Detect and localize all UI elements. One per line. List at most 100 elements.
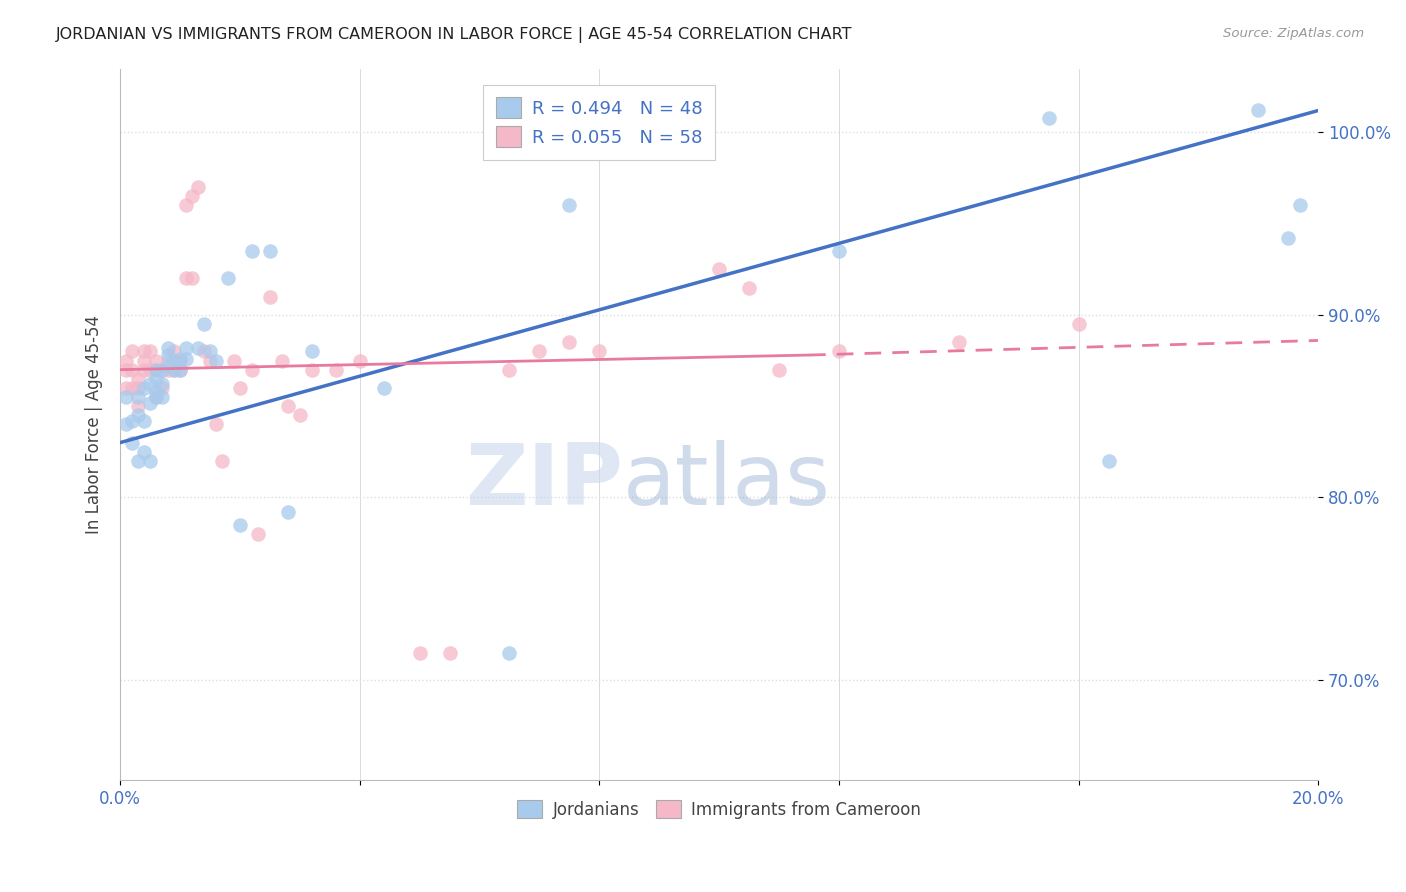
Point — [198, 344, 221, 359]
Point — [150, 362, 173, 376]
Point — [145, 372, 167, 386]
Point — [439, 646, 461, 660]
Point — [145, 384, 167, 399]
Point — [132, 414, 155, 428]
Point — [127, 454, 149, 468]
Point — [156, 348, 179, 362]
Point — [115, 390, 138, 404]
Point — [115, 362, 138, 376]
Point — [529, 344, 551, 359]
Point — [150, 362, 173, 376]
Point — [301, 362, 323, 376]
Point — [1289, 198, 1312, 212]
Text: ZIP: ZIP — [465, 440, 623, 523]
Point — [259, 290, 281, 304]
Point — [169, 362, 191, 376]
Point — [156, 359, 179, 373]
Point — [127, 399, 149, 413]
Point — [277, 505, 299, 519]
Point — [169, 353, 191, 368]
Point — [498, 362, 520, 376]
Point — [738, 280, 761, 294]
Point — [115, 381, 138, 395]
Text: atlas: atlas — [623, 440, 831, 523]
Point — [174, 341, 197, 355]
Legend: Jordanians, Immigrants from Cameroon: Jordanians, Immigrants from Cameroon — [510, 793, 928, 825]
Point — [132, 344, 155, 359]
Point — [121, 362, 143, 376]
Point — [174, 351, 197, 366]
Point — [127, 390, 149, 404]
Point — [132, 362, 155, 376]
Point — [246, 527, 269, 541]
Point — [139, 377, 162, 392]
Point — [163, 353, 186, 368]
Point — [187, 341, 209, 355]
Point — [558, 198, 581, 212]
Point — [325, 362, 347, 376]
Point — [229, 517, 252, 532]
Point — [198, 353, 221, 368]
Point — [156, 353, 179, 368]
Point — [127, 409, 149, 423]
Point — [145, 390, 167, 404]
Point — [588, 344, 610, 359]
Point — [169, 362, 191, 376]
Point — [145, 390, 167, 404]
Point — [1097, 454, 1119, 468]
Point — [349, 353, 371, 368]
Point — [180, 271, 202, 285]
Point — [240, 244, 263, 258]
Point — [1038, 111, 1060, 125]
Text: JORDANIAN VS IMMIGRANTS FROM CAMEROON IN LABOR FORCE | AGE 45-54 CORRELATION CHA: JORDANIAN VS IMMIGRANTS FROM CAMEROON IN… — [56, 27, 853, 43]
Point — [187, 180, 209, 194]
Point — [707, 262, 730, 277]
Point — [1097, 810, 1119, 824]
Point — [193, 344, 215, 359]
Point — [163, 362, 186, 376]
Point — [132, 444, 155, 458]
Point — [139, 362, 162, 376]
Point — [288, 409, 311, 423]
Point — [139, 344, 162, 359]
Point — [145, 353, 167, 368]
Point — [1277, 231, 1299, 245]
Point — [139, 454, 162, 468]
Point — [163, 344, 186, 359]
Text: Source: ZipAtlas.com: Source: ZipAtlas.com — [1223, 27, 1364, 40]
Point — [948, 335, 970, 350]
Y-axis label: In Labor Force | Age 45-54: In Labor Force | Age 45-54 — [86, 315, 103, 534]
Point — [121, 344, 143, 359]
Point — [139, 395, 162, 409]
Point — [150, 377, 173, 392]
Point — [132, 353, 155, 368]
Point — [180, 189, 202, 203]
Point — [205, 417, 228, 432]
Point — [115, 353, 138, 368]
Point — [174, 271, 197, 285]
Point — [174, 198, 197, 212]
Point — [222, 353, 245, 368]
Point — [132, 381, 155, 395]
Point — [127, 381, 149, 395]
Point — [828, 344, 851, 359]
Point — [558, 335, 581, 350]
Point — [156, 341, 179, 355]
Point — [127, 372, 149, 386]
Point — [229, 381, 252, 395]
Point — [150, 390, 173, 404]
Point — [121, 414, 143, 428]
Point — [169, 351, 191, 366]
Point — [193, 317, 215, 331]
Point — [156, 362, 179, 376]
Point — [259, 244, 281, 258]
Point — [163, 362, 186, 376]
Point — [277, 399, 299, 413]
Point — [498, 646, 520, 660]
Point — [145, 362, 167, 376]
Point — [150, 381, 173, 395]
Point — [145, 362, 167, 376]
Point — [408, 646, 430, 660]
Point — [768, 362, 790, 376]
Point — [828, 244, 851, 258]
